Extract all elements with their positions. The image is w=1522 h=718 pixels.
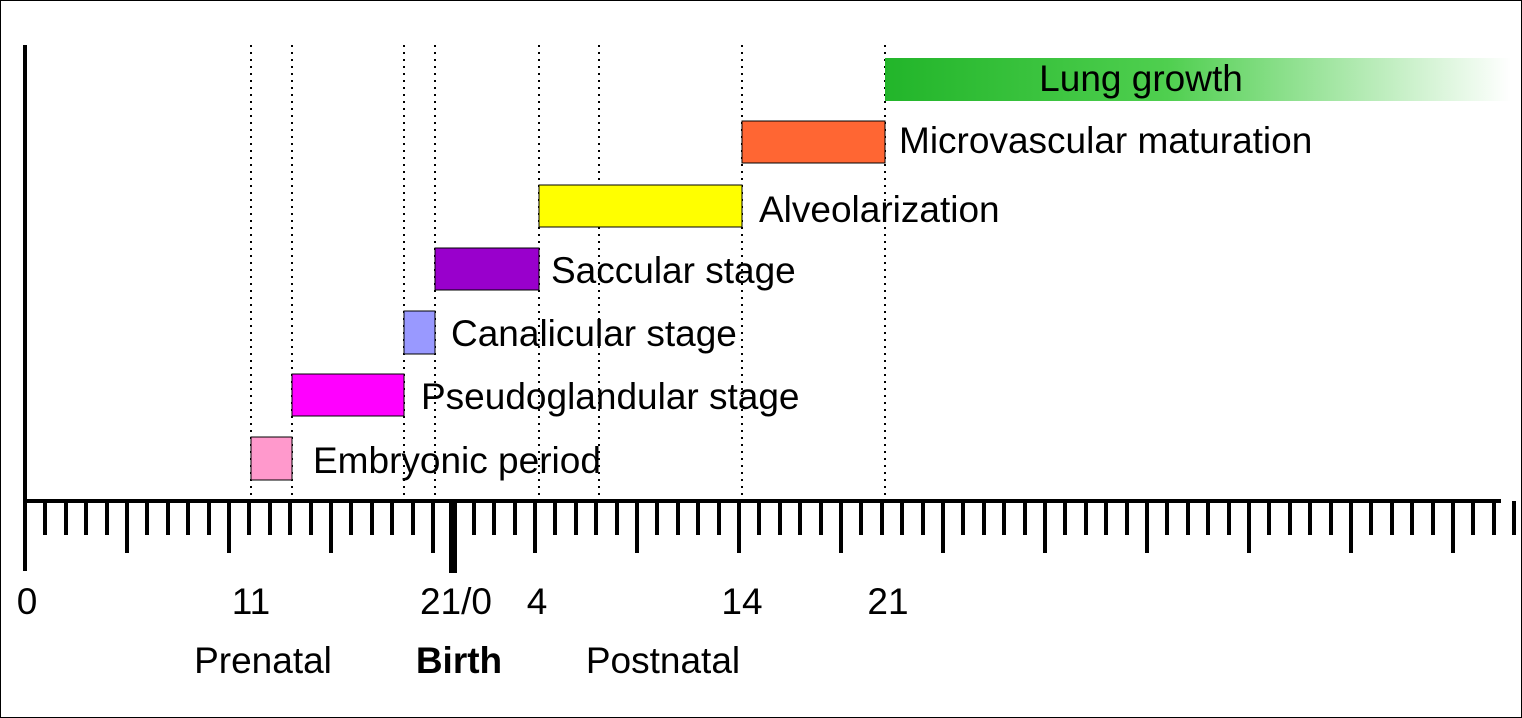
tick-label-21: 21 <box>867 581 908 622</box>
tick-label-11: 11 <box>232 581 270 622</box>
saccular-label: Saccular stage <box>551 250 796 291</box>
axis-ticks <box>23 501 1516 573</box>
tick-label-14: 14 <box>721 581 762 622</box>
birth-label: Birth <box>416 640 502 681</box>
alveolarization-bar <box>538 184 743 228</box>
saccular-bar <box>434 247 540 291</box>
guide-lines <box>250 45 886 501</box>
prenatal-label: Prenatal <box>194 640 332 681</box>
microvascular-label: Microvascular maturation <box>899 120 1312 161</box>
postnatal-label: Postnatal <box>586 640 740 681</box>
tick-label-birth: 21/0 <box>420 581 492 622</box>
canalicular-bar <box>403 310 436 355</box>
embryonic-label: Embryonic period <box>313 440 601 481</box>
pseudoglandular-label: Pseudoglandular stage <box>421 376 800 417</box>
alveolarization-label: Alveolarization <box>759 189 1000 230</box>
lung-growth-label: Lung growth <box>1039 58 1243 99</box>
lung-growth-bar <box>885 58 1511 101</box>
microvascular-bar <box>741 120 886 164</box>
tick-label-0: 0 <box>17 581 38 622</box>
tick-label-4: 4 <box>527 581 548 622</box>
embryonic-bar <box>250 436 293 481</box>
pseudoglandular-bar <box>291 373 405 417</box>
canalicular-label: Canalicular stage <box>451 313 737 354</box>
